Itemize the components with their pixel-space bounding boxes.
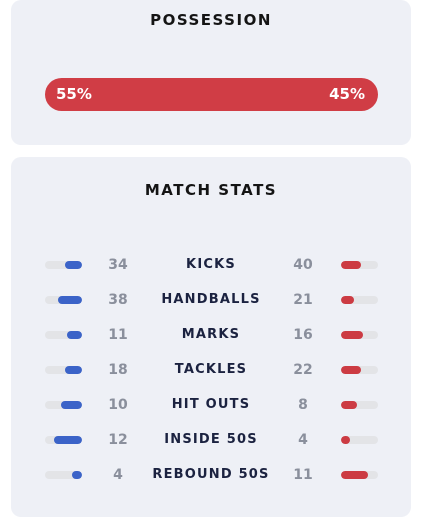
away-value: 40 [293,257,313,273]
home-value: 11 [108,327,128,343]
away-track [341,366,378,374]
home-value: 4 [113,467,123,483]
home-bar [65,261,82,269]
away-value: 16 [293,327,313,343]
home-bar [54,436,82,444]
match-stats-title: MATCH STATS [144,181,278,199]
match-stats-card: MATCH STATS 34 KICKS 40 38 HANDBALLS 21 11 MARK… [11,157,411,517]
stat-row: 34 KICKS 40 [11,255,411,275]
stat-label: TACKLES [174,362,248,377]
home-value: 38 [108,292,128,308]
stat-row: 10 HIT OUTS 8 [11,395,411,415]
home-bar [58,296,82,304]
stat-label: HANDBALLS [161,292,261,307]
stat-label: HIT OUTS [171,397,251,412]
away-value: 11 [293,467,313,483]
home-value: 10 [108,397,128,413]
away-track [341,471,378,479]
stat-row: 11 MARKS 16 [11,325,411,345]
stat-label: KICKS [186,257,236,272]
away-bar [341,331,363,339]
home-value: 12 [108,432,128,448]
away-bar [341,401,358,409]
home-possession: 55% [56,85,92,103]
away-value: 22 [293,362,313,378]
away-possession: 45% [329,85,365,103]
home-track [45,261,82,269]
home-bar [72,471,82,479]
stat-row: 4 REBOUND 50S 11 [11,465,411,485]
away-track [341,261,378,269]
stat-label: INSIDE 50S [164,432,258,447]
home-track [45,296,82,304]
home-track [45,366,82,374]
away-value: 21 [293,292,313,308]
away-bar [341,296,355,304]
home-bar [66,331,82,339]
away-bar [341,471,369,479]
possession-bar: 55% 45% [45,78,378,111]
page: POSSESSION 55% 45% MATCH STATS 34 KICKS 40… [11,0,411,517]
home-track [45,401,82,409]
possession-card: POSSESSION 55% 45% [11,0,411,145]
stat-label: REBOUND 50S [152,467,270,482]
stat-label: MARKS [181,327,241,342]
home-value: 34 [108,257,128,273]
home-track [45,331,82,339]
away-track [341,331,378,339]
away-bar [341,436,351,444]
away-value: 8 [298,397,308,413]
stat-row: 38 HANDBALLS 21 [11,290,411,310]
away-bar [341,366,362,374]
away-bar [341,261,361,269]
home-bar [61,401,82,409]
home-track [45,436,82,444]
away-value: 4 [298,432,308,448]
home-bar [65,366,82,374]
home-track [45,471,82,479]
away-track [341,296,378,304]
home-value: 18 [108,362,128,378]
away-track [341,436,378,444]
stat-row: 12 INSIDE 50S 4 [11,430,411,450]
possession-title: POSSESSION [150,11,272,29]
stat-row: 18 TACKLES 22 [11,360,411,380]
away-track [341,401,378,409]
